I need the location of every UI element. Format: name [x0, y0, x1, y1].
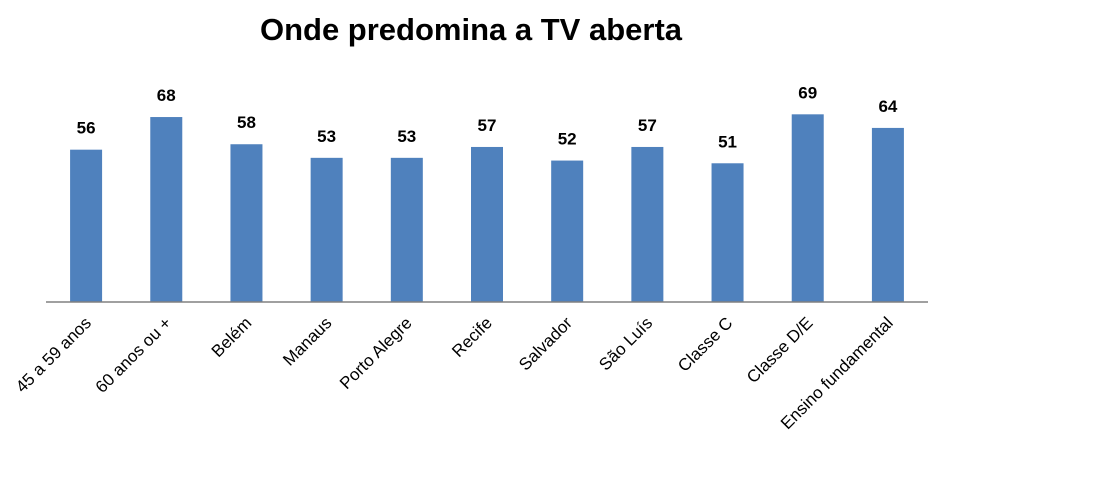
bar	[150, 117, 183, 302]
data-label: 69	[798, 83, 817, 102]
data-label: 64	[878, 97, 897, 116]
data-label: 52	[558, 130, 577, 149]
x-tick-label: Classe D/E	[743, 313, 817, 387]
x-tick-label: Manaus	[279, 313, 335, 369]
bar	[471, 146, 503, 302]
bar	[791, 114, 824, 302]
chart-title: Onde predomina a TV aberta	[259, 12, 683, 47]
data-label: 58	[237, 113, 256, 132]
bars-group	[70, 114, 904, 302]
bar	[711, 163, 744, 302]
bar	[631, 146, 664, 302]
x-tick-label: Salvador	[515, 313, 576, 374]
data-label: 56	[77, 119, 96, 138]
x-tick-label: Recife	[448, 313, 496, 361]
bar	[310, 157, 343, 302]
x-tick-label: São Luís	[595, 313, 656, 374]
data-label: 68	[157, 86, 176, 105]
data-label: 53	[317, 127, 336, 146]
bar	[230, 144, 263, 302]
bar	[70, 149, 103, 302]
data-labels-group: 56 68 58 53 53 57 52 57 51 69 64	[77, 83, 898, 151]
bar	[871, 127, 904, 302]
bar	[390, 157, 423, 302]
data-label: 57	[638, 116, 657, 135]
x-tick-label: Porto Alegre	[336, 313, 416, 393]
data-label: 51	[718, 132, 737, 151]
bar	[551, 160, 584, 302]
x-tick-label: Belém	[208, 313, 256, 361]
x-tick-label: Classe C	[674, 313, 736, 375]
x-tick-label: 60 anos ou +	[92, 313, 175, 396]
x-tick-label: 45 a 59 anos	[12, 313, 95, 396]
data-label: 53	[397, 127, 416, 146]
data-label: 57	[478, 116, 497, 135]
